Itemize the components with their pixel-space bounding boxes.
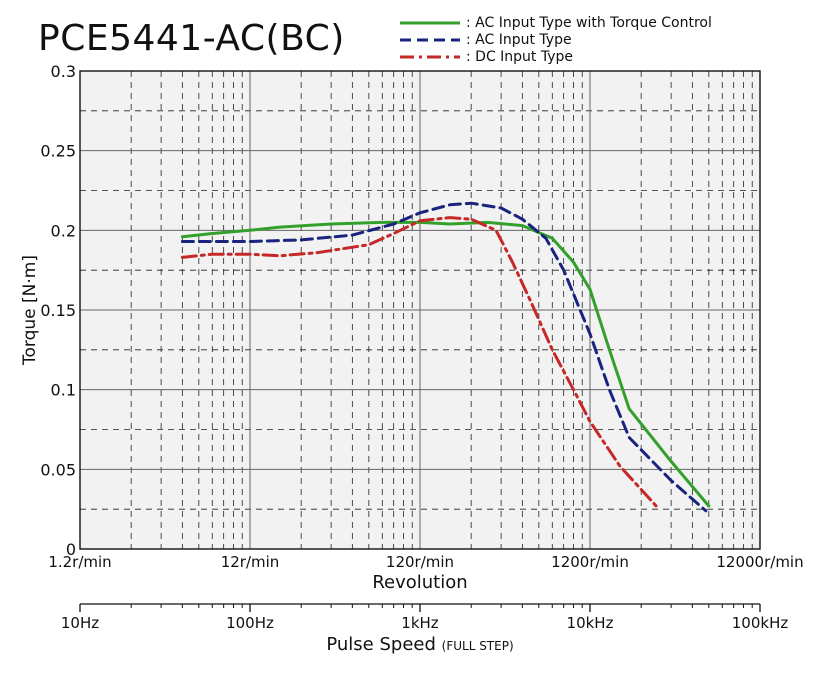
legend-item: : DC Input Type xyxy=(398,48,712,65)
legend-swatch-red xyxy=(400,55,460,58)
series-line-2 xyxy=(180,201,708,513)
y-tick-label: 0.05 xyxy=(40,460,76,479)
legend-swatch-navy xyxy=(400,38,460,41)
y-tick-label: 0.1 xyxy=(51,381,76,400)
y-tick-label: 0.3 xyxy=(51,62,76,81)
legend-label: : DC Input Type xyxy=(466,48,574,65)
x-tick-label-revolution: 120r/min xyxy=(386,553,454,571)
y-tick-label: 0 xyxy=(66,540,76,559)
x-tick-label-pulse-speed: 1kHz xyxy=(401,614,439,632)
x2-axis-title-note: (FULL STEP) xyxy=(442,639,514,653)
series-line-3 xyxy=(180,216,660,510)
legend-item: : AC Input Type xyxy=(398,31,712,48)
legend-label: : AC Input Type xyxy=(466,31,572,48)
x-tick-label-pulse-speed: 100kHz xyxy=(732,614,789,632)
series-line-1 xyxy=(180,220,711,508)
x-tick-label-pulse-speed: 10Hz xyxy=(61,614,99,632)
chart-legend: : AC Input Type with Torque Control : AC… xyxy=(398,14,712,65)
x-tick-label-revolution: 12r/min xyxy=(221,553,280,571)
x-tick-label-revolution: 1.2r/min xyxy=(48,553,111,571)
x2-axis-title-main: Pulse Speed xyxy=(326,634,441,655)
x-tick-label-pulse-speed: 10kHz xyxy=(567,614,614,632)
legend-label: : AC Input Type with Torque Control xyxy=(466,14,712,31)
x-tick-label-revolution: 1200r/min xyxy=(551,553,629,571)
y-axis-title: Torque [N·m] xyxy=(20,255,40,366)
x-tick-label-pulse-speed: 100Hz xyxy=(226,614,274,632)
y-tick-label: 0.2 xyxy=(51,221,76,240)
legend-swatch-green xyxy=(400,21,460,24)
chart-title: PCE5441-AC(BC) xyxy=(38,18,345,59)
x-tick-label-revolution: 12000r/min xyxy=(716,553,803,571)
plot-frame xyxy=(79,70,761,550)
y-tick-label: 0.15 xyxy=(40,301,76,320)
legend-item: : AC Input Type with Torque Control xyxy=(398,14,712,31)
x-axis-title: Revolution xyxy=(372,572,467,593)
x2-axis-title: Pulse Speed (FULL STEP) xyxy=(326,634,513,655)
y-tick-label: 0.25 xyxy=(40,142,76,161)
